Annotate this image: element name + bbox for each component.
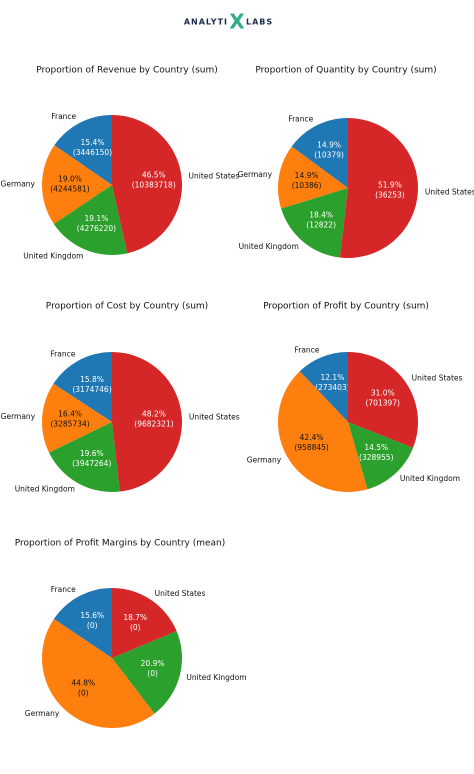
amount-label: (10386) [292, 181, 322, 190]
category-label: United Kingdom [15, 484, 75, 493]
percent-label: 44.8% [71, 679, 95, 688]
logo-mark: X [229, 10, 245, 34]
pie-wedge [53, 588, 112, 658]
amount-label: (10383718) [132, 180, 176, 189]
percent-label: 19.6% [80, 449, 104, 458]
pie-wedge [49, 422, 120, 492]
percent-label: 18.4% [309, 210, 333, 219]
amount-label: (36253) [375, 190, 405, 199]
amount-label: (0) [87, 621, 98, 630]
amount-label: (9682321) [134, 420, 173, 429]
chart-title: Proportion of Quantity by Country (sum) [255, 66, 436, 76]
percent-label: 42.4% [300, 433, 324, 442]
amount-label: (0) [147, 669, 158, 678]
pie-wedge [339, 118, 419, 258]
pie-wedge [278, 146, 348, 209]
pie-wedge [278, 371, 368, 492]
percent-label: 48.2% [142, 410, 166, 419]
amount-label: (0) [78, 689, 89, 698]
amount-label: (10379) [314, 151, 344, 160]
percent-label: 15.6% [80, 611, 104, 620]
category-label: United States [189, 172, 240, 181]
amount-label: (3446150) [73, 148, 112, 157]
category-label: Germany [25, 709, 60, 718]
category-label: France [51, 112, 76, 121]
category-label: Germany [1, 180, 36, 189]
pie-wedge [348, 422, 414, 490]
percent-label: 12.1% [321, 373, 345, 382]
category-label: Germany [247, 455, 282, 464]
amount-label: (12822) [306, 220, 336, 229]
percent-label: 19.1% [85, 214, 109, 223]
category-label: United States [412, 374, 463, 383]
amount-label: (328955) [359, 453, 394, 462]
category-label: United Kingdom [186, 673, 246, 682]
percent-label: 20.9% [141, 659, 165, 668]
percent-label: 15.8% [80, 375, 104, 384]
percent-label: 14.9% [295, 171, 319, 180]
percent-label: 51.9% [378, 180, 402, 189]
percent-label: 14.9% [317, 141, 341, 150]
chart-title: Proportion of Profit by Country (sum) [263, 302, 429, 312]
pie-wedge [112, 631, 183, 714]
pie-wedge [291, 118, 348, 188]
category-label: France [50, 349, 75, 358]
amount-label: (958845) [294, 443, 329, 452]
amount-label: (701397) [365, 398, 400, 407]
pie-wedge [41, 383, 112, 453]
category-label: Germany [1, 412, 36, 421]
amount-label: (3285734) [50, 419, 89, 428]
amount-label: (273403) [315, 383, 350, 392]
category-label: United States [425, 187, 474, 196]
amount-label: (4244581) [50, 185, 89, 194]
category-label: France [51, 585, 76, 594]
pie-wedge [53, 185, 128, 256]
pie-wedge [281, 188, 348, 258]
category-label: Germany [238, 170, 273, 179]
category-label: France [294, 345, 319, 354]
category-label: United States [155, 589, 206, 598]
pie-wedge [42, 145, 112, 224]
pie-wedge [348, 352, 418, 448]
percent-label: 19.0% [58, 175, 82, 184]
amount-label: (4276220) [77, 224, 116, 233]
percent-label: 31.0% [371, 388, 395, 397]
amount-label: (0) [130, 623, 141, 632]
amount-label: (3174746) [72, 385, 111, 394]
pie-wedge [53, 352, 112, 422]
category-label: United Kingdom [239, 242, 299, 251]
chart-title: Proportion of Profit Margins by Country … [15, 539, 226, 549]
chart-title: Proportion of Cost by Country (sum) [46, 302, 208, 312]
percent-label: 16.4% [58, 409, 82, 418]
category-label: United States [189, 413, 240, 422]
logo-left: ANALYTI [184, 18, 228, 27]
category-label: United Kingdom [23, 252, 83, 261]
pie-wedge [112, 115, 182, 254]
category-label: France [288, 114, 313, 123]
amount-label: (3947264) [72, 459, 111, 468]
pie-wedge [112, 352, 182, 492]
percent-label: 46.5% [142, 170, 166, 179]
pie-wedge [41, 619, 155, 729]
logo-right: LABS [246, 18, 273, 27]
pie-wedge [112, 588, 177, 658]
percent-label: 18.7% [123, 613, 147, 622]
pie-wedge [54, 115, 112, 185]
percent-label: 15.4% [81, 138, 105, 147]
chart-title: Proportion of Revenue by Country (sum) [36, 66, 218, 76]
percent-label: 14.5% [364, 443, 388, 452]
category-label: United Kingdom [400, 474, 460, 483]
pie-wedge [299, 352, 348, 422]
